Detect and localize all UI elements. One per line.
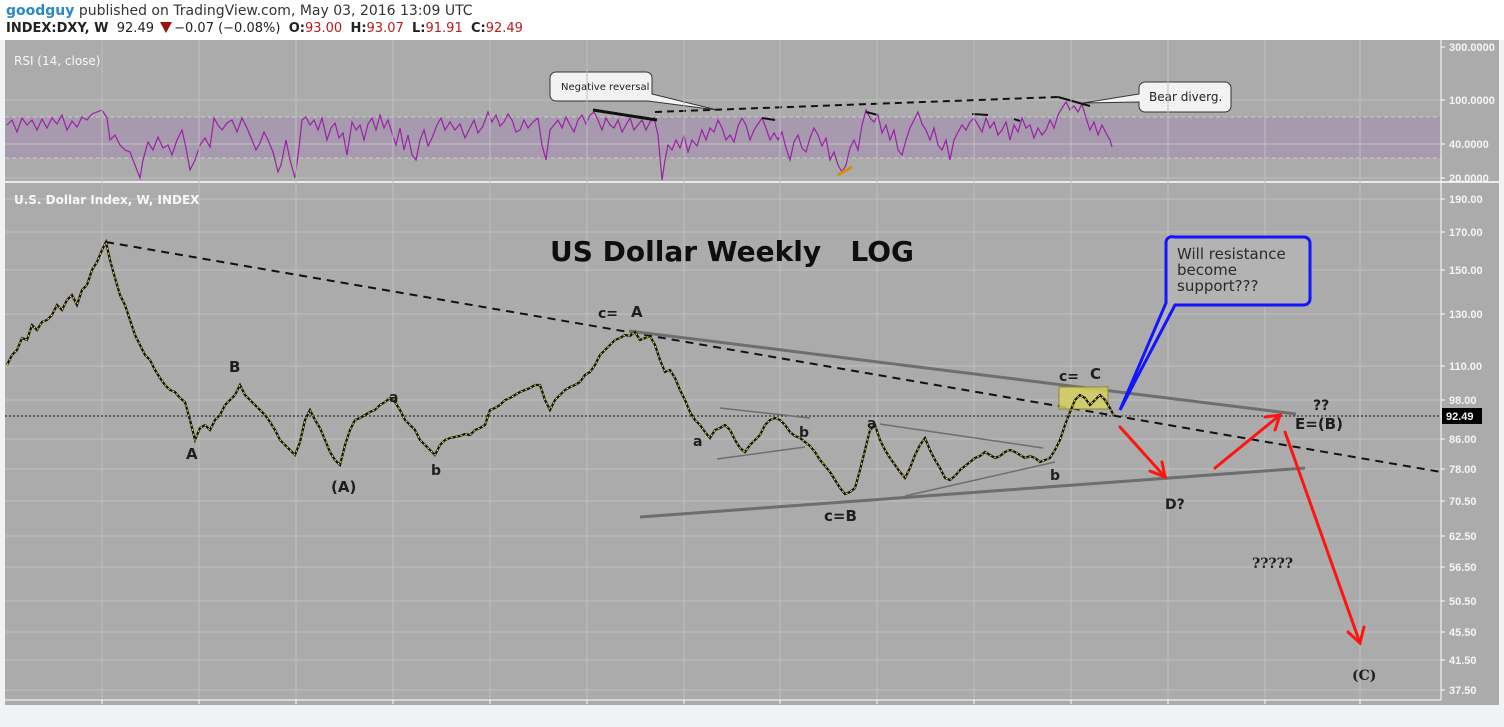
price-tick: 98.00 bbox=[1449, 395, 1477, 407]
negative-reversal-callout[interactable]: Negative reversal bbox=[549, 71, 718, 111]
rsi-tick: 300.0000 bbox=[1449, 42, 1495, 54]
rsi-trendlines bbox=[592, 96, 1091, 177]
wave-label: c= bbox=[1059, 369, 1079, 385]
thin-triangle-lines[interactable] bbox=[716, 407, 1056, 497]
wave-label: (A) bbox=[331, 478, 356, 496]
wave-label: A bbox=[631, 303, 643, 321]
wave-label: a bbox=[693, 434, 702, 450]
high-value: 93.07 bbox=[366, 21, 404, 36]
rsi-tick: 40.0000 bbox=[1449, 139, 1489, 151]
arrow-down-to-D bbox=[1118, 425, 1167, 479]
price-tick: 150.00 bbox=[1449, 265, 1483, 277]
wave-label: b bbox=[431, 463, 441, 479]
wave-label: b bbox=[799, 425, 809, 441]
price-tick: 62.50 bbox=[1449, 531, 1477, 543]
time-x-axis[interactable]: 1985 1988 1991 1994 1997 2000 2003 2006 … bbox=[5, 699, 1441, 705]
wave-label: D? bbox=[1165, 497, 1185, 513]
projection-arrows[interactable] bbox=[1118, 413, 1366, 646]
close-label: C: bbox=[470, 21, 486, 36]
publish-info: goodguy published on TradingView.com, Ma… bbox=[6, 2, 1498, 20]
price-change: −0.07 (−0.08%) bbox=[174, 21, 281, 36]
low-label: L: bbox=[412, 21, 426, 36]
low-value: 91.91 bbox=[425, 21, 463, 36]
price-tick: 86.00 bbox=[1449, 434, 1477, 446]
price-tick: 190.00 bbox=[1449, 194, 1483, 206]
price-tick: 37.50 bbox=[1449, 685, 1477, 697]
symbol-info: INDEX:DXY, W 92.49 −0.07 (−0.08%) O:93.0… bbox=[6, 20, 1498, 38]
arrow-up-to-E bbox=[1213, 413, 1282, 470]
chart-svg[interactable]: RSI (14, close) Negative reversal Bear d… bbox=[5, 40, 1499, 705]
wave-label: a bbox=[389, 390, 398, 406]
callout-line-1: Will resistance bbox=[1177, 245, 1286, 263]
gray-trendlines[interactable] bbox=[628, 329, 1306, 519]
arrow-down-to-C bbox=[1283, 430, 1362, 645]
wave-label: B bbox=[229, 358, 240, 376]
rsi-line bbox=[6, 100, 1113, 181]
last-price-tag bbox=[1442, 408, 1482, 424]
rsi-tick: 100.0000 bbox=[1449, 95, 1495, 107]
price-tick: 45.50 bbox=[1449, 627, 1477, 639]
footer-strip bbox=[0, 705, 1504, 727]
wave-label: ?? bbox=[1313, 398, 1329, 414]
main-pane-title: U.S. Dollar Index, W, INDEX bbox=[14, 193, 200, 207]
rsi-pane[interactable]: RSI (14, close) Negative reversal Bear d… bbox=[5, 40, 1499, 185]
chart-title: US Dollar Weekly LOG bbox=[550, 235, 914, 268]
open-label: O: bbox=[288, 21, 305, 36]
negative-reversal-text: Negative reversal bbox=[561, 82, 649, 93]
high-label: H: bbox=[350, 21, 367, 36]
wave-label: C bbox=[1090, 365, 1101, 383]
last-price-tag-text: 92.49 bbox=[1446, 411, 1474, 423]
wave-label: b bbox=[1050, 468, 1060, 484]
wave-label: E=(B) bbox=[1295, 415, 1343, 433]
wave-label: a bbox=[867, 416, 876, 432]
down-triangle-icon bbox=[160, 22, 173, 33]
open-value: 93.00 bbox=[304, 21, 343, 36]
dashed-downtrend-line[interactable] bbox=[105, 241, 1442, 473]
wave-label: ????? bbox=[1252, 556, 1293, 572]
price-tick: 130.00 bbox=[1449, 309, 1483, 321]
close-value: 92.49 bbox=[485, 21, 523, 36]
callout-line-2: become bbox=[1177, 261, 1237, 279]
price-tick: 110.00 bbox=[1449, 361, 1482, 373]
price-tick: 50.50 bbox=[1449, 596, 1477, 608]
wave-label: (C) bbox=[1352, 668, 1376, 684]
vertical-gridlines bbox=[101, 40, 1361, 700]
rsi-band bbox=[5, 117, 1441, 158]
price-y-axis[interactable]: 190.00 170.00 150.00 130.00 110.00 98.00… bbox=[1440, 182, 1483, 700]
callout-line-3: support??? bbox=[1177, 277, 1258, 295]
published-text: published on TradingView.com, May 03, 20… bbox=[74, 3, 473, 19]
last-price: 92.49 bbox=[116, 21, 154, 36]
chart-header: goodguy published on TradingView.com, Ma… bbox=[0, 0, 1504, 40]
symbol-name: INDEX:DXY, W bbox=[6, 21, 109, 36]
bear-divergence-text: Bear diverg. bbox=[1149, 90, 1222, 104]
price-tick: 56.50 bbox=[1449, 562, 1477, 574]
main-gridlines bbox=[5, 198, 1441, 691]
wave-label: c=B bbox=[824, 507, 857, 525]
price-tick: 41.50 bbox=[1449, 655, 1477, 667]
price-line bbox=[6, 240, 1115, 495]
resistance-support-callout[interactable]: Will resistance become support??? bbox=[1118, 235, 1312, 411]
chart-area[interactable]: RSI (14, close) Negative reversal Bear d… bbox=[5, 40, 1499, 705]
author-link[interactable]: goodguy bbox=[6, 3, 75, 19]
rsi-tick: 20.0000 bbox=[1449, 173, 1489, 185]
wave-label: c= bbox=[598, 306, 618, 322]
bear-divergence-callout[interactable]: Bear diverg. bbox=[1082, 81, 1232, 113]
wave-labels: A B (A) a b c= A a b c=B a b c= C ?? E=(… bbox=[186, 303, 1376, 684]
price-tick: 170.00 bbox=[1449, 227, 1483, 239]
rsi-title: RSI (14, close) bbox=[14, 54, 100, 68]
wave-label: A bbox=[186, 445, 198, 463]
price-tick: 78.00 bbox=[1449, 464, 1477, 476]
price-tick: 70.50 bbox=[1449, 496, 1477, 508]
